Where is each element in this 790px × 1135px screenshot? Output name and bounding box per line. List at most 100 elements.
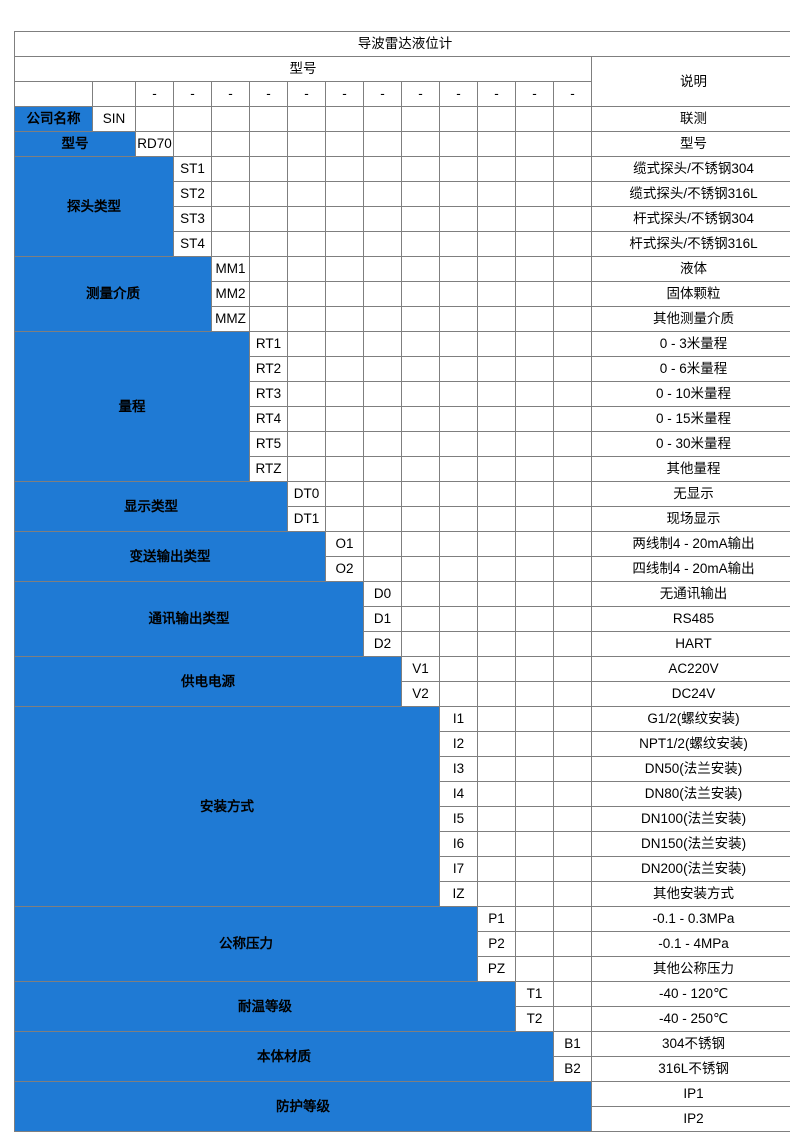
empty-code-cell[interactable] [515, 781, 554, 807]
empty-code-cell[interactable] [401, 306, 440, 332]
empty-code-cell[interactable] [363, 456, 402, 482]
empty-code-cell[interactable] [553, 206, 592, 232]
empty-code-cell[interactable] [325, 406, 364, 432]
empty-code-cell[interactable] [515, 406, 554, 432]
empty-code-cell[interactable] [325, 231, 364, 257]
empty-code-cell[interactable] [553, 556, 592, 582]
empty-code-cell[interactable] [477, 656, 516, 682]
empty-code-cell[interactable] [325, 156, 364, 182]
option-code-cell[interactable]: RT2 [249, 356, 288, 382]
empty-code-cell[interactable] [553, 506, 592, 532]
empty-code-cell[interactable] [439, 381, 478, 407]
empty-code-cell[interactable] [401, 231, 440, 257]
option-code-cell[interactable]: I4 [439, 781, 478, 807]
empty-code-cell[interactable] [287, 456, 326, 482]
option-code-cell[interactable]: RTZ [249, 456, 288, 482]
option-code-cell[interactable]: V2 [401, 681, 440, 707]
option-code-cell[interactable]: IP1 [590, 1081, 790, 1107]
empty-code-cell[interactable] [477, 506, 516, 532]
empty-code-cell[interactable] [553, 906, 592, 932]
empty-code-cell[interactable] [287, 356, 326, 382]
empty-code-cell[interactable] [515, 181, 554, 207]
empty-code-cell[interactable] [363, 106, 402, 132]
option-code-cell[interactable]: RT3 [249, 381, 288, 407]
option-code-cell[interactable]: T1 [515, 981, 554, 1007]
empty-code-cell[interactable] [477, 756, 516, 782]
empty-code-cell[interactable] [211, 181, 250, 207]
empty-code-cell[interactable] [553, 706, 592, 732]
empty-code-cell[interactable] [325, 456, 364, 482]
empty-code-cell[interactable] [515, 806, 554, 832]
option-code-cell[interactable]: B2 [553, 1056, 592, 1082]
empty-code-cell[interactable] [439, 681, 478, 707]
empty-code-cell[interactable] [211, 156, 250, 182]
empty-code-cell[interactable] [515, 156, 554, 182]
empty-code-cell[interactable] [439, 531, 478, 557]
empty-code-cell[interactable] [363, 306, 402, 332]
empty-code-cell[interactable] [553, 606, 592, 632]
option-code-cell[interactable]: D0 [363, 581, 402, 607]
empty-code-cell[interactable] [515, 881, 554, 907]
option-code-cell[interactable]: RD70 [135, 131, 174, 157]
empty-code-cell[interactable] [401, 281, 440, 307]
empty-code-cell[interactable] [515, 481, 554, 507]
empty-code-cell[interactable] [477, 481, 516, 507]
empty-code-cell[interactable] [363, 556, 402, 582]
empty-code-cell[interactable] [515, 606, 554, 632]
empty-code-cell[interactable] [553, 756, 592, 782]
empty-code-cell[interactable] [477, 406, 516, 432]
empty-code-cell[interactable] [363, 381, 402, 407]
empty-code-cell[interactable] [363, 181, 402, 207]
empty-code-cell[interactable] [401, 631, 440, 657]
empty-code-cell[interactable] [477, 131, 516, 157]
empty-code-cell[interactable] [287, 106, 326, 132]
empty-code-cell[interactable] [249, 231, 288, 257]
option-code-cell[interactable]: ST1 [173, 156, 212, 182]
option-code-cell[interactable]: I3 [439, 756, 478, 782]
option-code-cell[interactable]: T2 [515, 1006, 554, 1032]
empty-code-cell[interactable] [553, 356, 592, 382]
empty-code-cell[interactable] [553, 456, 592, 482]
empty-code-cell[interactable] [477, 831, 516, 857]
empty-code-cell[interactable] [553, 331, 592, 357]
empty-code-cell[interactable] [553, 806, 592, 832]
option-code-cell[interactable]: ST4 [173, 231, 212, 257]
empty-code-cell[interactable] [249, 281, 288, 307]
option-code-cell[interactable]: IP2 [590, 1106, 790, 1132]
empty-code-cell[interactable] [477, 206, 516, 232]
empty-code-cell[interactable] [135, 106, 174, 132]
empty-code-cell[interactable] [439, 481, 478, 507]
empty-code-cell[interactable] [515, 956, 554, 982]
empty-code-cell[interactable] [515, 306, 554, 332]
empty-code-cell[interactable] [325, 306, 364, 332]
empty-code-cell[interactable] [439, 656, 478, 682]
empty-code-cell[interactable] [553, 956, 592, 982]
empty-code-cell[interactable] [363, 206, 402, 232]
empty-code-cell[interactable] [401, 506, 440, 532]
empty-code-cell[interactable] [325, 281, 364, 307]
empty-code-cell[interactable] [249, 131, 288, 157]
empty-code-cell[interactable] [553, 431, 592, 457]
empty-code-cell[interactable] [477, 856, 516, 882]
option-code-cell[interactable]: RT5 [249, 431, 288, 457]
empty-code-cell[interactable] [477, 431, 516, 457]
empty-code-cell[interactable] [515, 706, 554, 732]
empty-code-cell[interactable] [477, 531, 516, 557]
empty-code-cell[interactable] [439, 131, 478, 157]
empty-code-cell[interactable] [477, 381, 516, 407]
empty-code-cell[interactable] [553, 631, 592, 657]
empty-code-cell[interactable] [287, 281, 326, 307]
empty-code-cell[interactable] [401, 456, 440, 482]
empty-code-cell[interactable] [477, 606, 516, 632]
option-code-cell[interactable]: P2 [477, 931, 516, 957]
option-code-cell[interactable]: I6 [439, 831, 478, 857]
option-code-cell[interactable]: B1 [553, 1031, 592, 1057]
empty-code-cell[interactable] [515, 656, 554, 682]
empty-code-cell[interactable] [401, 131, 440, 157]
empty-code-cell[interactable] [287, 381, 326, 407]
option-code-cell[interactable]: D1 [363, 606, 402, 632]
option-code-cell[interactable]: I1 [439, 706, 478, 732]
empty-code-cell[interactable] [363, 531, 402, 557]
empty-code-cell[interactable] [249, 156, 288, 182]
empty-code-cell[interactable] [325, 206, 364, 232]
